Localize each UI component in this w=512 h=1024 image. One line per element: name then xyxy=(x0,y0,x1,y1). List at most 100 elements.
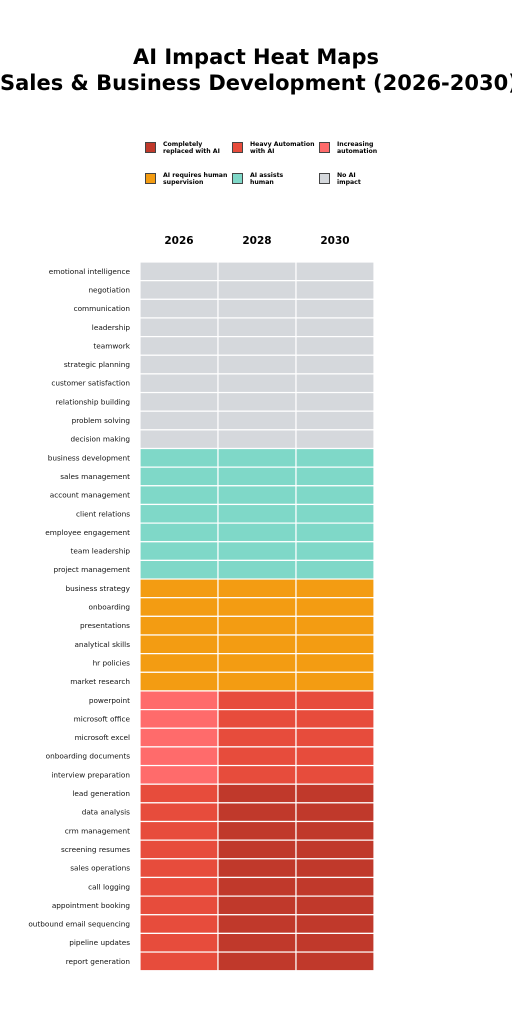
legend-item-heavy: Heavy Automation with AI xyxy=(232,141,316,155)
legend-item-replaced: Completely replaced with AI xyxy=(145,141,229,155)
heatmap-cell xyxy=(217,503,297,524)
heatmap-cell xyxy=(217,951,297,972)
heatmap-cell xyxy=(217,783,297,804)
heatmap-cell xyxy=(217,485,297,506)
heatmap-cell xyxy=(217,336,297,356)
heatmap-cell xyxy=(295,858,375,879)
legend-item-supervision: AI requires human supervision xyxy=(145,172,229,186)
row-label: team leadership xyxy=(71,547,131,556)
row-label: analytical skills xyxy=(74,640,130,649)
heatmap-cell xyxy=(217,820,297,841)
heatmap-cell xyxy=(139,634,219,655)
heatmap-cell xyxy=(139,932,219,953)
row-label: emotional intelligence xyxy=(49,267,131,276)
heatmap-cell xyxy=(217,690,297,711)
legend-swatch-increasing xyxy=(319,142,330,153)
row-label: customer satisfaction xyxy=(51,379,130,388)
legend-item-none: No AI impact xyxy=(319,172,367,186)
row-label: onboarding documents xyxy=(46,752,131,761)
row-label: appointment booking xyxy=(52,901,130,910)
heatmap-cell xyxy=(139,914,219,934)
column-headers: 2026 2028 2030 xyxy=(140,235,374,249)
heatmap-cell xyxy=(217,876,297,897)
heatmap-cell xyxy=(295,429,375,450)
legend-label-heavy: Heavy Automation with AI xyxy=(250,141,315,155)
heatmap-cell xyxy=(217,522,297,543)
legend-swatch-heavy xyxy=(232,142,243,153)
row-label: relationship building xyxy=(56,397,130,406)
legend-swatch-assists xyxy=(232,173,243,184)
heatmap-cell xyxy=(295,783,375,804)
legend-label-none: No AI impact xyxy=(337,172,361,186)
heatmap-cell xyxy=(139,671,219,692)
heatmap-cell xyxy=(295,466,375,487)
chart-title-line-2: Sales & Business Development (2026-2030) xyxy=(0,71,512,95)
heatmap-cell xyxy=(139,727,219,748)
heatmap-cell xyxy=(139,951,219,972)
row-label: problem solving xyxy=(72,416,130,425)
row-label: interview preparation xyxy=(51,770,130,779)
row-label: report generation xyxy=(66,957,130,966)
heatmap-cell xyxy=(217,373,297,394)
heatmap-cell xyxy=(139,447,219,468)
heatmap-cell xyxy=(217,708,297,729)
heatmap-cell xyxy=(295,727,375,748)
legend-label-supervision: AI requires human supervision xyxy=(163,172,228,186)
heatmap-cell xyxy=(217,895,297,916)
heatmap-cell xyxy=(139,391,219,412)
heatmap-cell xyxy=(295,671,375,692)
chart-title: AI Impact Heat Maps Sales & Business Dev… xyxy=(0,44,512,96)
heatmap-cell xyxy=(217,597,297,617)
heatmap-cell xyxy=(217,839,297,860)
row-label: data analysis xyxy=(82,808,130,817)
heatmap-cell xyxy=(217,354,297,375)
row-label: crm management xyxy=(65,826,130,835)
heatmap-cell xyxy=(139,858,219,879)
heatmap-cell xyxy=(139,336,219,356)
legend-swatch-none xyxy=(319,173,330,184)
column-header-2028: 2028 xyxy=(242,235,272,247)
heatmap-cell xyxy=(295,391,375,412)
heatmap-cell xyxy=(217,298,297,319)
row-label: market research xyxy=(70,677,130,686)
heatmap-cell xyxy=(217,578,297,599)
heatmap-cell xyxy=(295,820,375,841)
row-label: project management xyxy=(53,565,130,574)
row-label: presentations xyxy=(80,621,130,630)
heatmap-cell xyxy=(139,746,219,767)
heatmap-cell xyxy=(295,914,375,934)
heatmap-cell xyxy=(295,503,375,524)
heatmap-cell xyxy=(217,858,297,879)
heatmap-cell xyxy=(295,410,375,431)
heatmap-cell xyxy=(139,429,219,450)
heatmap-cell xyxy=(139,522,219,543)
heatmap-cell xyxy=(217,466,297,487)
heatmap-cell xyxy=(295,336,375,356)
heatmap-cell xyxy=(139,298,219,319)
heatmap-cell xyxy=(139,783,219,804)
heatmap-cell xyxy=(217,653,297,673)
heatmap-cell xyxy=(217,634,297,655)
row-label: hr policies xyxy=(93,658,131,667)
heatmap-cell xyxy=(217,429,297,450)
heatmap-cell xyxy=(217,932,297,953)
heatmap-cell xyxy=(295,951,375,972)
row-label: communication xyxy=(74,304,130,313)
heatmap-cell xyxy=(139,839,219,860)
column-header-2030: 2030 xyxy=(320,235,350,247)
heatmap-cell xyxy=(295,746,375,767)
heatmap-cell xyxy=(139,466,219,487)
row-label: business strategy xyxy=(65,584,130,593)
heatmap-cell xyxy=(295,708,375,729)
row-label: call logging xyxy=(88,882,130,891)
row-label: microsoft excel xyxy=(75,733,130,742)
heatmap-cell xyxy=(139,559,219,580)
row-label: pipeline updates xyxy=(69,938,130,947)
heatmap-cell xyxy=(139,261,219,282)
heatmap-cell xyxy=(217,671,297,692)
legend-swatch-replaced xyxy=(145,142,156,153)
heatmap-cell xyxy=(295,522,375,543)
heatmap-cell xyxy=(295,690,375,711)
heatmap-cell xyxy=(217,746,297,767)
